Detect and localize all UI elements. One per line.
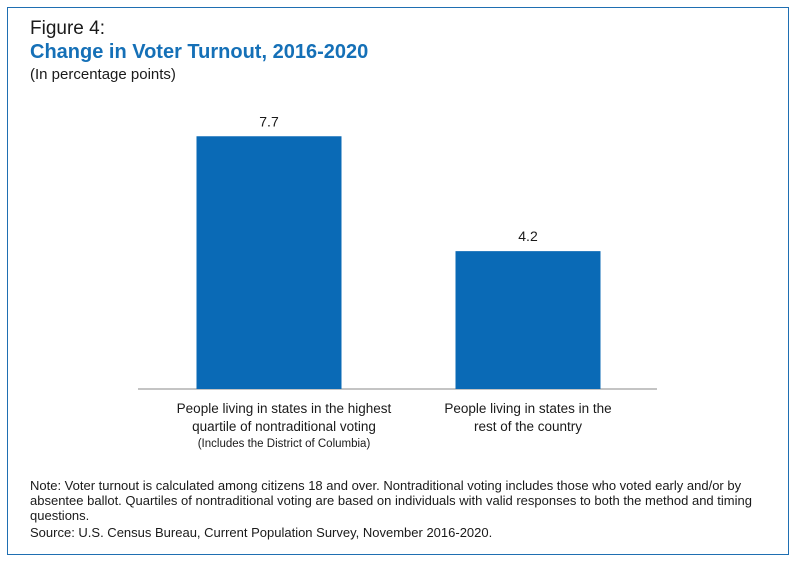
bar-1 bbox=[455, 251, 601, 389]
data-label-1: 4.2 bbox=[518, 228, 538, 244]
data-label-0: 7.7 bbox=[259, 113, 279, 129]
category-label-line: People living in states in the bbox=[444, 401, 612, 416]
figure-label: Figure 4: bbox=[30, 18, 105, 39]
chart-subtitle: (In percentage points) bbox=[30, 66, 176, 83]
category-label-line: People living in states in the highest bbox=[176, 401, 392, 416]
category-label-rest-of-country: People living in states in the rest of t… bbox=[398, 400, 658, 436]
bar-0 bbox=[196, 136, 342, 389]
figure-frame bbox=[7, 7, 789, 555]
category-label-note: (Includes the District of Columbia) bbox=[197, 438, 371, 450]
category-label-highest-quartile: People living in states in the highest q… bbox=[134, 400, 434, 453]
footnote: Note: Voter turnout is calculated among … bbox=[30, 478, 752, 523]
category-label-line: quartile of nontraditional voting bbox=[192, 419, 376, 434]
chart-title: Change in Voter Turnout, 2016-2020 bbox=[30, 41, 369, 63]
category-label-line: rest of the country bbox=[473, 419, 583, 434]
source-note: Source: U.S. Census Bureau, Current Popu… bbox=[30, 525, 493, 540]
